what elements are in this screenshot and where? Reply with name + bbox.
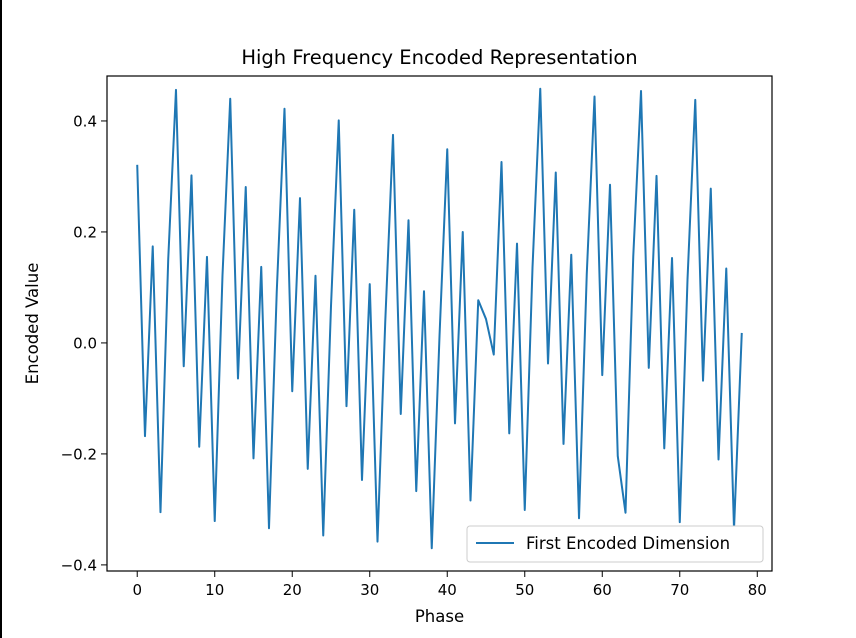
x-tick-label: 0 — [132, 581, 142, 599]
x-tick-label: 60 — [593, 581, 612, 599]
y-tick-label: 0.4 — [73, 112, 97, 130]
plot-frame — [106, 75, 773, 572]
legend-box — [466, 525, 764, 563]
y-tick-label: 0.0 — [73, 334, 97, 352]
x-tick-label: 20 — [283, 581, 302, 599]
series-line-1 — [136, 87, 743, 550]
series-group — [136, 87, 743, 550]
legend-label: First Encoded Dimension — [526, 534, 730, 553]
y-tick-label: −0.4 — [61, 556, 97, 574]
y-tick-label: 0.2 — [73, 223, 97, 241]
x-tick-label: 70 — [670, 581, 689, 599]
window-edge — [0, 0, 2, 638]
legend: First Encoded Dimension — [466, 525, 764, 563]
x-tick-label: 30 — [360, 581, 379, 599]
y-axis: −0.4 −0.2 0.0 0.2 0.4 — [61, 112, 107, 574]
x-tick-label: 40 — [438, 581, 457, 599]
plot-area — [106, 75, 773, 572]
x-axis: 0 10 20 30 40 50 60 70 80 — [132, 571, 767, 599]
y-axis-label: Encoded Value — [23, 263, 42, 385]
x-tick-label: 10 — [205, 581, 224, 599]
x-tick-label: 80 — [748, 581, 767, 599]
x-axis-label: Phase — [415, 607, 464, 626]
x-tick-label: 50 — [515, 581, 534, 599]
y-tick-label: −0.2 — [61, 445, 97, 463]
chart-title: High Frequency Encoded Representation — [241, 46, 637, 69]
